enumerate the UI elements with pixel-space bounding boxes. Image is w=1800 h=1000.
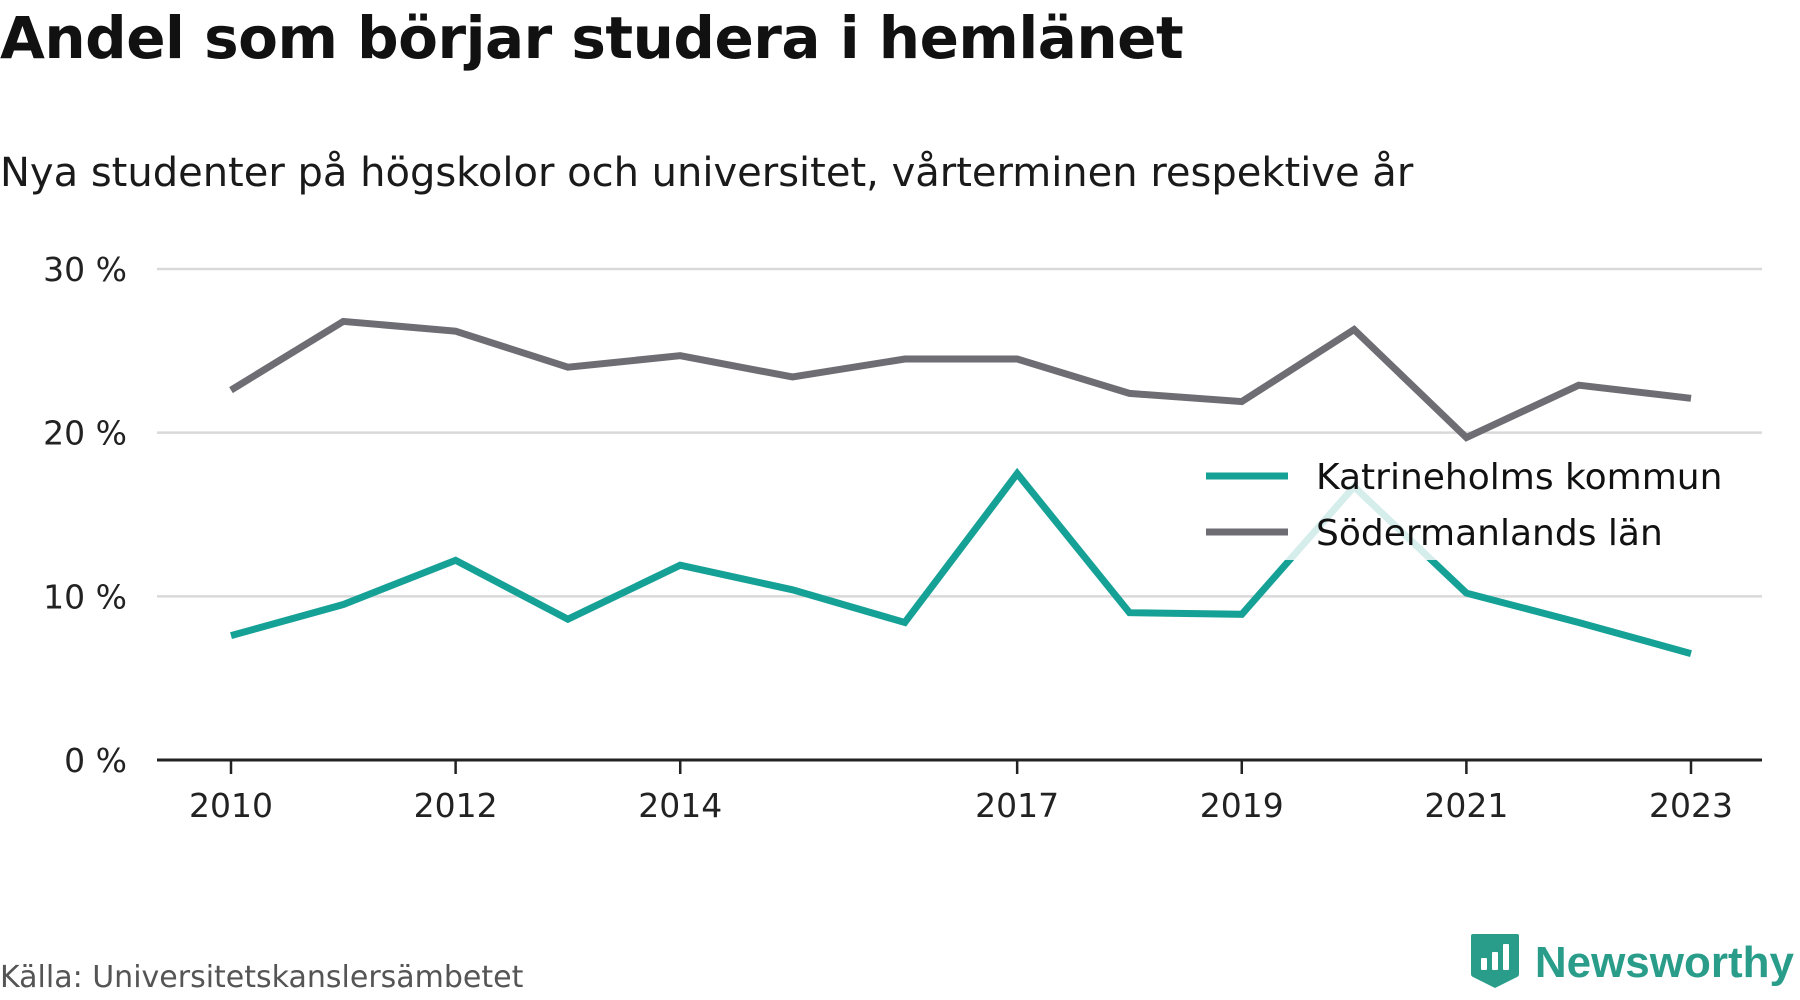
legend-label: Katrineholms kommun	[1316, 457, 1722, 498]
brand-logo: Newsworthy	[1469, 932, 1794, 994]
legend: Katrineholms kommun Södermanlands län	[1190, 445, 1735, 560]
x-tick-label: 2014	[638, 786, 722, 825]
x-tick-label: 2021	[1424, 786, 1508, 825]
x-tick-label: 2012	[414, 786, 498, 825]
chart-subtitle: Nya studenter på högskolor och universit…	[0, 150, 1414, 196]
series-line-0	[230, 467, 1692, 657]
y-tick-label: 10 %	[43, 577, 127, 616]
brand-name: Newsworthy	[1534, 938, 1794, 987]
y-tick-label: 30 %	[43, 250, 127, 289]
y-tick-label: 0 %	[64, 741, 127, 780]
x-tick-label: 2017	[975, 786, 1059, 825]
y-tick-label: 20 %	[43, 414, 127, 453]
x-tick-label: 2010	[189, 786, 273, 825]
chart-title: Andel som börjar studera i hemlänet	[0, 4, 1184, 72]
y-axis-labels: 0 % 10 % 20 % 30 %	[43, 250, 127, 780]
x-tick-label: 2023	[1649, 786, 1733, 825]
legend-background	[1190, 445, 1735, 560]
newsworthy-logo-icon	[1469, 932, 1521, 994]
legend-label: Södermanlands län	[1316, 513, 1663, 554]
x-axis: 2010 2012 2014 2017 2019 2021 2023	[157, 758, 1762, 825]
series-line-1	[229, 317, 1692, 442]
series-lines	[229, 317, 1692, 657]
gridlines	[157, 267, 1762, 598]
source-note: Källa: Universitetskanslersämbetet	[0, 960, 524, 995]
x-tick-label: 2019	[1200, 786, 1284, 825]
